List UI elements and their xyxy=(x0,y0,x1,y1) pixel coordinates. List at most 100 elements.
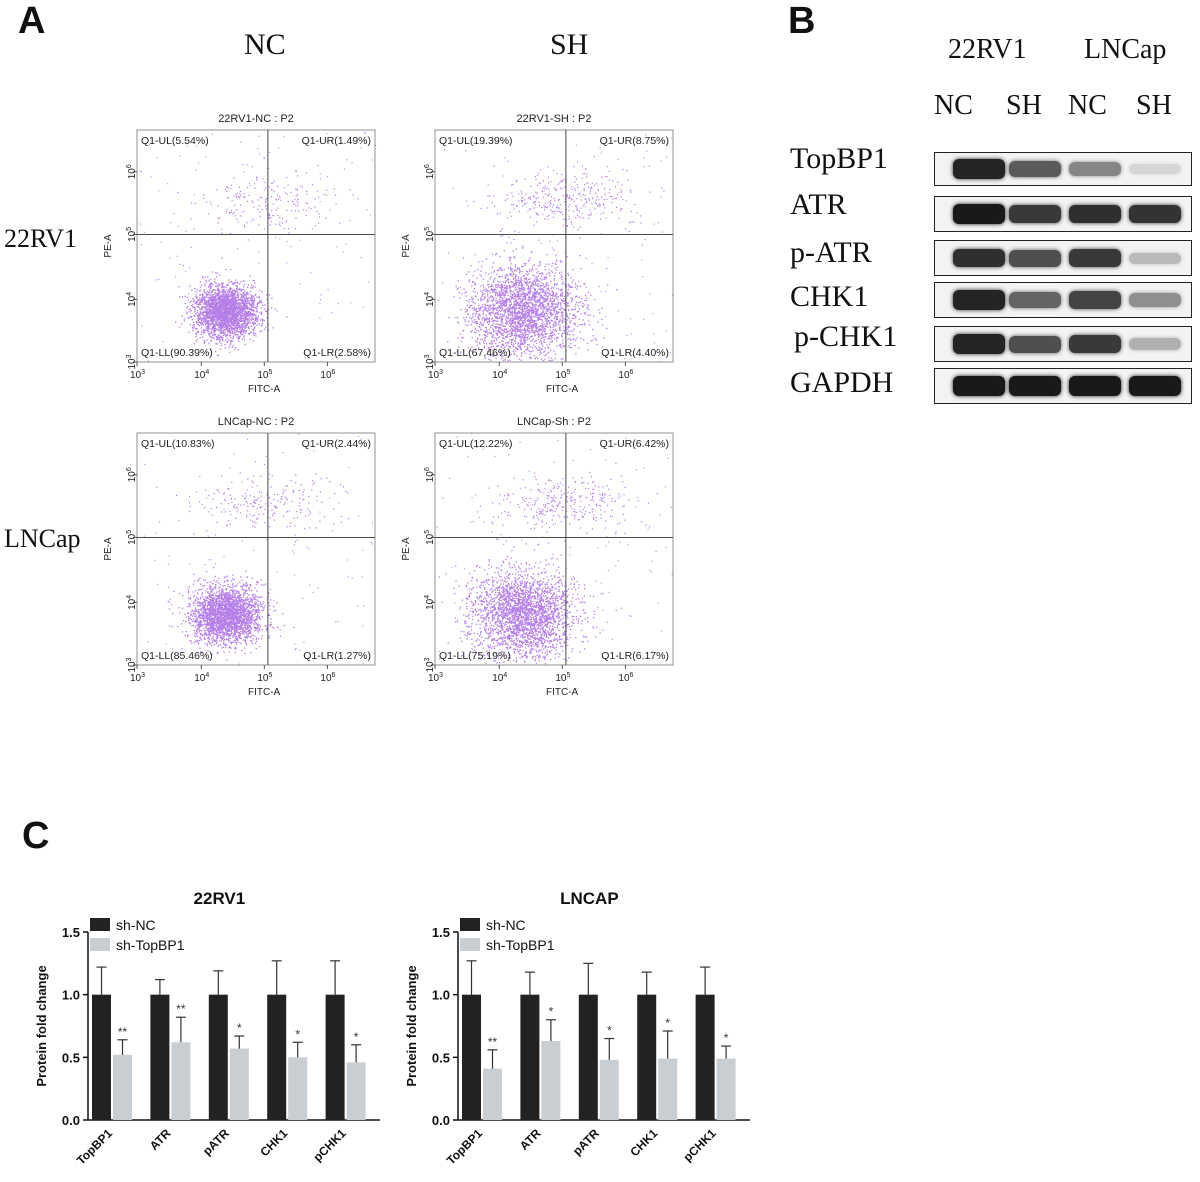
y-axis-label: PE-A xyxy=(103,234,114,258)
x-tick-label: 106 xyxy=(618,369,633,381)
wb-lane-label-2: SH xyxy=(1006,90,1042,121)
bar xyxy=(599,1059,619,1120)
flow-cytometry-plots: 22RV1-NC : P2 Q1-UL(5.54%) Q1-UR(1.49%) Q1-… xyxy=(103,113,674,698)
chart-title: 22RV1 xyxy=(194,889,246,908)
legend-swatch xyxy=(460,918,480,931)
quadrant-ul-label: Q1-UL(10.83%) xyxy=(141,438,215,450)
wb-band xyxy=(1009,204,1061,224)
wb-protein-label: GAPDH xyxy=(790,366,894,399)
x-tick-label: CHK1 xyxy=(257,1126,290,1159)
x-axis-label: FITC-A xyxy=(546,687,579,698)
bar xyxy=(288,1057,308,1120)
quadrant-ll-label: Q1-LL(75.19%) xyxy=(439,650,511,662)
x-axis-label: FITC-A xyxy=(248,384,281,395)
y-axis-label: Protein fold change xyxy=(34,965,49,1086)
x-tick-label: pCHK1 xyxy=(311,1126,349,1164)
quadrant-ul-label: Q1-UL(12.22%) xyxy=(439,438,513,450)
x-tick-label: 103 xyxy=(130,672,145,684)
flow-plot-frame xyxy=(136,432,376,666)
x-tick-label: 103 xyxy=(428,672,443,684)
y-axis-label: PE-A xyxy=(103,537,114,561)
bar xyxy=(325,994,345,1120)
bar xyxy=(716,1058,736,1120)
legend-label: sh-NC xyxy=(116,917,156,933)
bar xyxy=(520,994,540,1120)
bar xyxy=(92,994,111,1120)
x-tick-label: 106 xyxy=(320,369,335,381)
flow-plot-frame xyxy=(434,129,674,363)
wb-band xyxy=(1129,338,1181,350)
wb-lane-label-3: NC xyxy=(1068,90,1107,121)
y-tick-label: 0.5 xyxy=(62,1050,80,1065)
wb-blot-strip xyxy=(934,152,1192,186)
x-tick-label: 105 xyxy=(555,672,570,684)
wb-band xyxy=(1069,204,1121,224)
bar xyxy=(267,994,287,1120)
wb-lane-label-4: SH xyxy=(1136,90,1172,121)
y-tick-label: 0.0 xyxy=(62,1113,80,1128)
bar xyxy=(541,1041,561,1120)
x-tick-label: 105 xyxy=(257,672,272,684)
significance-mark: * xyxy=(295,1027,300,1041)
y-tick-label: 0.5 xyxy=(432,1050,450,1065)
bar xyxy=(658,1058,678,1120)
bar xyxy=(462,994,481,1120)
x-tick-label: 104 xyxy=(194,369,209,381)
x-tick-label: pATR xyxy=(200,1126,232,1158)
wb-band xyxy=(953,204,1005,224)
wb-band xyxy=(1009,376,1061,396)
y-axis-label: Protein fold change xyxy=(404,965,419,1086)
flow-plot-frame xyxy=(136,129,376,363)
y-tick-label: 103 xyxy=(424,354,436,369)
legend-label: sh-TopBP1 xyxy=(116,937,185,953)
y-tick-label: 106 xyxy=(126,467,138,482)
flow-dots xyxy=(139,131,377,362)
wb-band xyxy=(953,159,1005,179)
x-tick-label: 106 xyxy=(618,672,633,684)
wb-lane-label-1: NC xyxy=(934,90,973,121)
quadrant-lr-label: Q1-LR(6.17%) xyxy=(601,650,669,662)
y-tick-label: 104 xyxy=(126,595,138,610)
bar xyxy=(113,1054,132,1120)
y-tick-label: 104 xyxy=(126,292,138,307)
wb-band xyxy=(953,376,1005,396)
x-axis-label: FITC-A xyxy=(546,384,579,395)
bar xyxy=(695,994,715,1120)
bar xyxy=(150,994,170,1120)
quadrant-ur-label: Q1-UR(6.42%) xyxy=(600,438,669,450)
x-tick-label: 104 xyxy=(194,672,209,684)
row-label-22rv1: 22RV1 xyxy=(4,224,78,253)
bar xyxy=(578,994,598,1120)
x-tick-label: 103 xyxy=(428,369,443,381)
x-tick-label: 103 xyxy=(130,369,145,381)
y-tick-label: 106 xyxy=(424,164,436,179)
quadrant-ur-label: Q1-UR(8.75%) xyxy=(600,135,669,147)
y-tick-label: 0.0 xyxy=(432,1113,450,1128)
y-tick-label: 103 xyxy=(126,354,138,369)
column-label-sh: SH xyxy=(550,28,589,61)
y-tick-label: 104 xyxy=(424,595,436,610)
y-tick-label: 105 xyxy=(424,530,436,545)
bar xyxy=(208,994,228,1120)
significance-mark: * xyxy=(665,1016,670,1030)
y-tick-label: 1.0 xyxy=(62,988,80,1003)
legend-swatch xyxy=(460,938,480,951)
flow-plot-1: 22RV1-NC : P2 Q1-UL(5.54%) Q1-UR(1.49%) Q1-… xyxy=(103,113,377,395)
wb-band xyxy=(1069,248,1121,268)
significance-mark: ** xyxy=(488,1035,498,1049)
x-tick-label: ATR xyxy=(147,1126,174,1153)
wb-band xyxy=(1069,334,1121,354)
quadrant-ul-label: Q1-UL(5.54%) xyxy=(141,135,209,147)
flow-plot-title: LNCap-Sh : P2 xyxy=(517,416,591,428)
wb-blot-strip xyxy=(934,326,1192,362)
quadrant-ur-label: Q1-UR(2.44%) xyxy=(302,438,371,450)
wb-blot-strip xyxy=(934,368,1192,404)
panel-c-letter: C xyxy=(22,815,50,857)
legend-label: sh-TopBP1 xyxy=(486,937,555,953)
chart-title: LNCAP xyxy=(560,889,619,908)
quadrant-lr-label: Q1-LR(4.40%) xyxy=(601,347,669,359)
